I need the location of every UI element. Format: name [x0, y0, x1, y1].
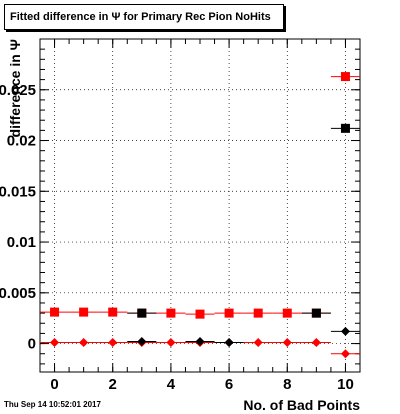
x-tick-label: 2 [109, 376, 117, 393]
data-point-diamond [340, 349, 350, 359]
x-tick-label: 10 [337, 376, 354, 393]
data-point-diamond [137, 337, 147, 347]
data-point-diamond [253, 338, 263, 348]
data-point-square [79, 307, 89, 317]
chart-title-box: Fitted difference in Ψ for Primary Rec P… [4, 4, 284, 30]
y-tick-label: 0.005 [0, 285, 36, 302]
y-axis-label: difference in Ψ [7, 39, 23, 137]
x-axis-label: No. of Bad Points [243, 397, 360, 413]
data-point-square [108, 307, 118, 317]
data-point-diamond [311, 338, 321, 348]
data-point-diamond [282, 338, 292, 348]
x-tick-label: 6 [225, 376, 233, 393]
data-point-diamond [224, 338, 234, 348]
data-point-diamond [166, 338, 176, 348]
chart-title: Fitted difference in Ψ for Primary Rec P… [10, 11, 271, 23]
timestamp: Thu Sep 14 10:52:01 2017 [4, 400, 101, 409]
data-point-square [311, 308, 321, 318]
data-point-diamond [50, 338, 60, 348]
data-point-diamond [195, 337, 205, 347]
data-point-square [50, 307, 60, 317]
axis-ticks [39, 39, 361, 372]
data-point-square [224, 308, 234, 318]
data-point-square [340, 72, 350, 82]
data-point-square [340, 123, 350, 133]
data-point-diamond [79, 338, 89, 348]
x-tick-label: 0 [50, 376, 58, 393]
y-tick-label: 0.025 [0, 82, 36, 99]
x-tick-label: 4 [167, 376, 176, 393]
data-point-diamond [108, 338, 118, 348]
x-tick-label: 8 [283, 376, 291, 393]
data-point-square [253, 308, 263, 318]
data-point-square [195, 309, 205, 319]
data-point-square [282, 308, 292, 318]
data-point-square [166, 308, 176, 318]
data-point-diamond [340, 326, 350, 336]
data-point-square [137, 308, 147, 318]
y-tick-label: 0 [28, 336, 36, 353]
grid [40, 39, 360, 372]
plot-frame [39, 38, 361, 373]
tick-labels: 0 2 4 6 8 10 0 0.005 0.01 0.015 0.02 0.025 [0, 82, 354, 393]
y-tick-label: 0.015 [0, 183, 36, 200]
data-markers [40, 72, 360, 359]
y-tick-label: 0.02 [7, 133, 36, 150]
y-tick-label: 0.01 [7, 234, 36, 251]
